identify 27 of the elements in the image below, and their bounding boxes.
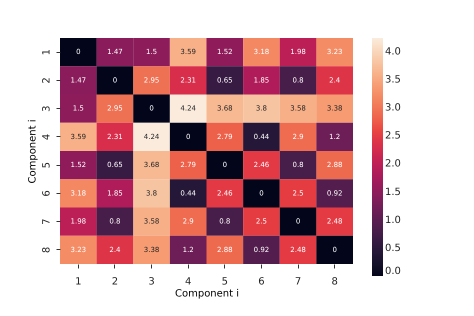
color-bar-label: 4.0 xyxy=(385,46,401,58)
x-tick-label: 4 xyxy=(185,276,192,288)
color-bar-label: 2.5 xyxy=(385,130,401,142)
x-tick-label: 2 xyxy=(112,276,118,288)
x-tick-label: 3 xyxy=(148,276,155,288)
y-tick-label: 2 xyxy=(42,77,52,84)
x-tick-label: 7 xyxy=(294,276,302,288)
y-tick-label: 3 xyxy=(42,105,52,112)
y-tick-label: 6 xyxy=(42,190,52,197)
x-tick-label: 1 xyxy=(75,276,82,288)
y-tick-label: 5 xyxy=(42,162,52,168)
x-tick-label: 8 xyxy=(332,276,338,288)
x-tick-label: 6 xyxy=(258,276,265,288)
color-bar-label: 1.5 xyxy=(385,186,401,198)
x-axis-title: Component i xyxy=(174,288,240,300)
y-tick-label: 1 xyxy=(42,48,52,56)
color-bar-label: 0.5 xyxy=(385,242,401,254)
y-axis-title: Component i xyxy=(28,119,38,184)
x-tick-label: 5 xyxy=(222,276,228,288)
color-bar-label: 2.0 xyxy=(385,158,401,170)
color-bar-label: 3.0 xyxy=(385,102,401,114)
y-tick-label: 7 xyxy=(42,218,52,225)
y-tick-label: 8 xyxy=(42,246,52,254)
color-bar-label: 3.5 xyxy=(385,74,401,86)
y-tick-label: 4 xyxy=(42,134,52,140)
color-bar-label: 1.0 xyxy=(385,214,401,226)
color-bar-label: 0.0 xyxy=(385,266,401,277)
